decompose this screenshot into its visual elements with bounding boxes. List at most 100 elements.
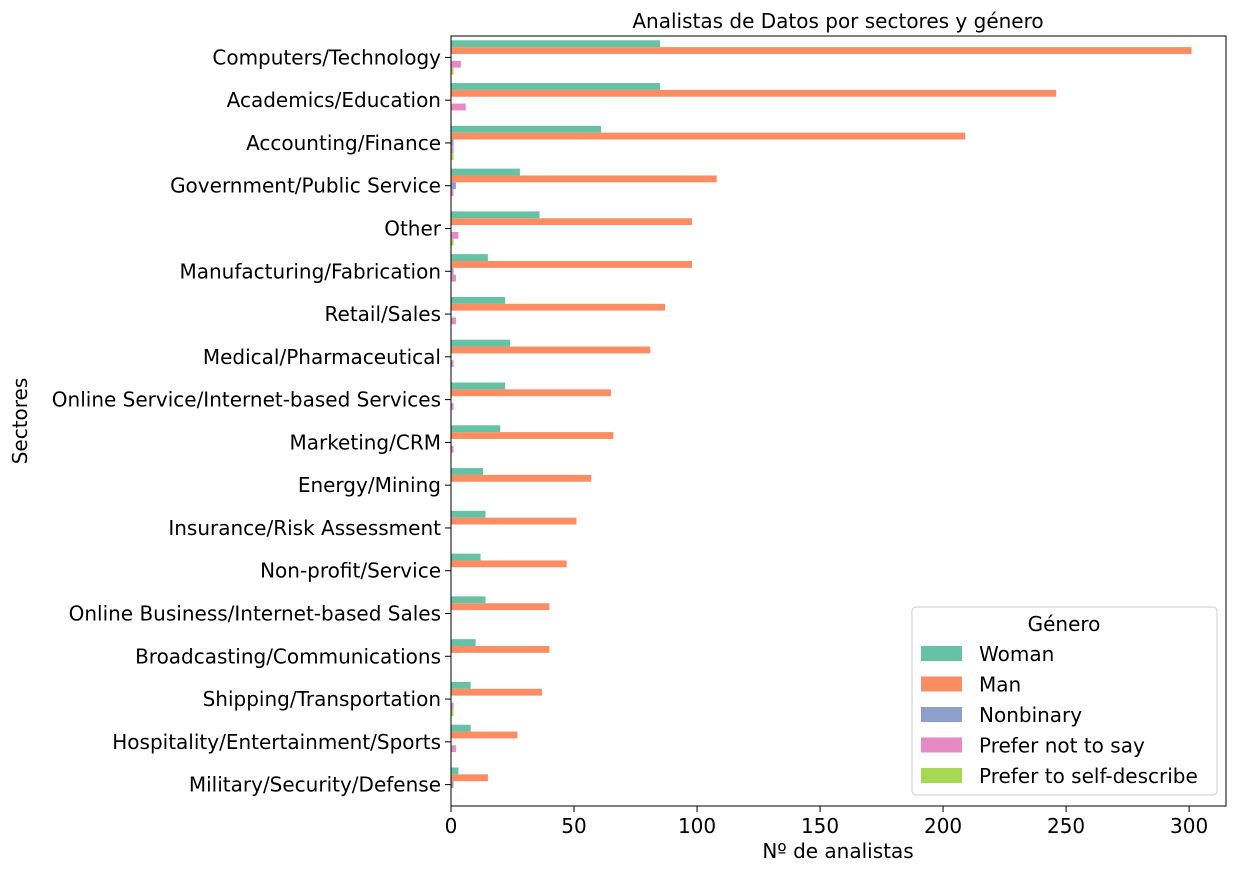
legend-swatch-man	[921, 676, 962, 692]
bar-nonbinary-manufacturing-fabrication	[451, 267, 454, 275]
y-tick-label: Non-profit/Service	[260, 559, 441, 583]
bar-prefer-not-to-say-computers-technology	[451, 60, 461, 68]
legend-title: Género	[1028, 612, 1101, 636]
x-tick-label: 200	[924, 814, 962, 838]
bar-prefer-not-to-say-online-service-internet-based-services	[451, 403, 454, 410]
bar-prefer-to-self-describe-computers-technology	[451, 67, 454, 75]
x-tick-label: 300	[1170, 814, 1208, 838]
bar-woman-computers-technology	[451, 40, 661, 48]
bar-prefer-to-self-describe-accounting-finance	[451, 153, 454, 161]
bar-woman-marketing-crm	[451, 425, 501, 433]
bar-man-academics-education	[451, 89, 1057, 97]
bar-woman-government-public-service	[451, 168, 520, 176]
bar-man-manufacturing-fabrication	[451, 261, 693, 268]
bar-nonbinary-accounting-finance	[451, 139, 454, 147]
bar-nonbinary-military-security-defense	[451, 781, 454, 789]
bar-woman-online-business-internet-based-sales	[451, 596, 486, 604]
bar-woman-online-service-internet-based-services	[451, 382, 506, 390]
bar-prefer-not-to-say-hospitality-entertainment-sports	[451, 745, 456, 753]
bar-man-medical-pharmaceutical	[451, 346, 651, 354]
legend-items: Woman Man Nonbinary Prefer not to say Prefer…	[921, 642, 1198, 788]
bar-man-retail-sales	[451, 303, 666, 311]
bars-group	[451, 40, 1192, 789]
bar-prefer-not-to-say-government-public-service	[451, 189, 454, 196]
y-tick-label: Shipping/Transportation	[203, 687, 441, 711]
bar-woman-non-profit-service	[451, 553, 481, 561]
legend-label-prefer-to-self-describe: Prefer to self-describe	[979, 764, 1198, 788]
y-tick-label: Insurance/Risk Assessment	[168, 516, 441, 540]
x-tick-label: 250	[1047, 814, 1085, 838]
legend-swatch-woman	[921, 646, 962, 661]
bar-prefer-not-to-say-shipping-transportation	[451, 702, 454, 710]
bar-man-other	[451, 218, 693, 226]
legend-label-nonbinary: Nonbinary	[979, 703, 1082, 727]
bar-man-online-service-internet-based-services	[451, 389, 611, 397]
legend-swatch-prefer-to-self-describe	[921, 768, 962, 783]
y-tick-labels: Computers/Technology Academics/Education A…	[52, 45, 451, 797]
x-tick-label: 100	[678, 814, 716, 838]
bar-woman-accounting-finance	[451, 125, 602, 133]
y-tick-label: Computers/Technology	[212, 45, 441, 69]
legend-label-man: Man	[979, 673, 1021, 697]
y-tick-label: Medical/Pharmaceutical	[203, 345, 441, 369]
bar-woman-broadcasting-communications	[451, 639, 476, 647]
bar-man-non-profit-service	[451, 560, 567, 568]
bar-man-insurance-risk-assessment	[451, 517, 577, 525]
bar-woman-military-security-defense	[451, 767, 459, 775]
bar-prefer-not-to-say-medical-pharmaceutical	[451, 360, 454, 368]
y-tick-label: Other	[384, 217, 442, 241]
legend-label-prefer-not-to-say: Prefer not to say	[979, 734, 1145, 758]
bar-woman-academics-education	[451, 83, 661, 90]
y-tick-label: Online Business/Internet-based Sales	[69, 602, 441, 626]
bar-woman-energy-mining	[451, 468, 483, 475]
legend: Género Woman Man Nonbinary Prefer not to sa…	[911, 606, 1218, 796]
x-tick-label: 150	[801, 814, 839, 838]
bar-man-government-public-service	[451, 175, 717, 183]
bar-man-accounting-finance	[451, 132, 966, 140]
y-tick-label: Government/Public Service	[170, 174, 441, 198]
bar-woman-other	[451, 211, 540, 219]
y-tick-label: Military/Security/Defense	[189, 773, 441, 797]
legend-label-woman: Woman	[979, 642, 1054, 666]
y-axis-title: Sectores	[8, 378, 32, 465]
y-tick-label: Marketing/CRM	[289, 430, 441, 454]
y-tick-label: Energy/Mining	[298, 473, 441, 497]
bar-woman-shipping-transportation	[451, 681, 471, 689]
bar-prefer-not-to-say-academics-education	[451, 103, 466, 111]
bar-woman-retail-sales	[451, 296, 506, 304]
bar-man-energy-mining	[451, 474, 592, 482]
bar-woman-medical-pharmaceutical	[451, 339, 511, 347]
legend-box	[911, 606, 1218, 796]
bar-man-marketing-crm	[451, 432, 614, 439]
legend-swatch-nonbinary	[921, 707, 962, 722]
bar-man-shipping-transportation	[451, 688, 543, 696]
y-tick-label: Online Service/Internet-based Services	[52, 388, 441, 412]
y-tick-label: Manufacturing/Fabrication	[179, 259, 441, 283]
bar-prefer-not-to-say-other	[451, 231, 459, 239]
legend-swatch-prefer-not-to-say	[921, 737, 962, 753]
plot-frame	[450, 35, 1227, 807]
chart-title: Analistas de Datos por sectores y género	[632, 9, 1043, 33]
bar-man-broadcasting-communications	[451, 646, 550, 653]
bar-man-military-security-defense	[451, 774, 488, 782]
bar-prefer-not-to-say-retail-sales	[451, 317, 456, 325]
y-tick-label: Accounting/Finance	[246, 131, 441, 155]
x-tick-label: 0	[445, 814, 458, 838]
x-tick-label: 50	[561, 814, 586, 838]
y-tick-label: Broadcasting/Communications	[135, 644, 441, 668]
bar-man-online-business-internet-based-sales	[451, 603, 550, 611]
bar-woman-hospitality-entertainment-sports	[451, 724, 471, 732]
bar-man-computers-technology	[451, 47, 1192, 54]
bar-prefer-not-to-say-manufacturing-fabrication	[451, 274, 456, 282]
y-tick-label: Hospitality/Entertainment/Sports	[112, 730, 441, 754]
bar-man-hospitality-entertainment-sports	[451, 731, 518, 739]
y-tick-label: Academics/Education	[227, 88, 441, 112]
bar-nonbinary-government-public-service	[451, 182, 456, 190]
bar-woman-insurance-risk-assessment	[451, 510, 486, 518]
bar-woman-manufacturing-fabrication	[451, 254, 488, 262]
y-tick-label: Retail/Sales	[325, 302, 441, 326]
bar-prefer-to-self-describe-shipping-transportation	[451, 709, 454, 717]
bar-prefer-not-to-say-marketing-crm	[451, 445, 454, 453]
x-tick-labels: 0 50 100 150 200 250 300	[445, 806, 1208, 838]
